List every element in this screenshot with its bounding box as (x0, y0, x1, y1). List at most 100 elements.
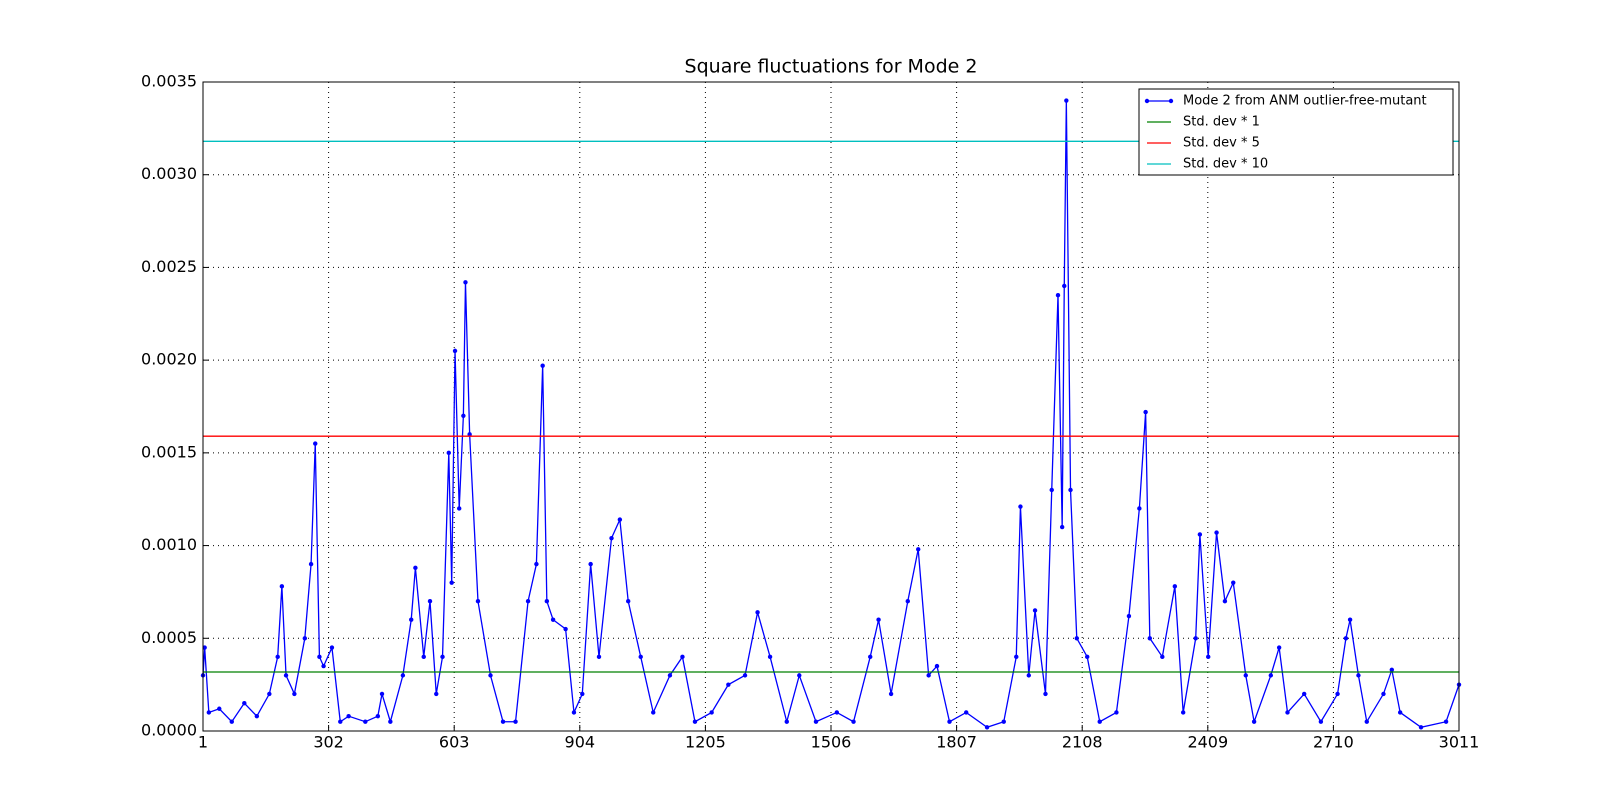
data-point (755, 610, 760, 615)
legend-box (1138, 88, 1454, 176)
data-point (784, 719, 789, 724)
data-point (313, 441, 318, 446)
y-tick-label: 0.0025 (141, 257, 197, 276)
data-point (488, 673, 493, 678)
data-point (329, 645, 335, 650)
data-point (1397, 710, 1403, 715)
data-point (379, 691, 385, 697)
data-point (926, 673, 931, 678)
data-point (1243, 673, 1248, 678)
data-point (851, 719, 856, 724)
data-point (680, 654, 685, 660)
x-tick-label: 904 (565, 733, 596, 752)
data-point (934, 663, 940, 669)
data-point (868, 654, 873, 660)
data-point (1389, 667, 1395, 673)
data-point (617, 517, 623, 522)
x-tick-label: 2409 (1187, 733, 1228, 752)
data-point (475, 599, 481, 604)
data-point (1001, 719, 1006, 724)
data-point (1318, 719, 1324, 724)
data-point (409, 617, 414, 622)
data-point (1285, 710, 1290, 715)
data-point (292, 691, 297, 697)
legend-marker (1168, 98, 1174, 104)
data-point (421, 654, 426, 660)
data-point (321, 663, 326, 669)
data-point (726, 682, 731, 687)
data-point (1364, 719, 1369, 724)
data-point (1172, 584, 1178, 589)
data-point (544, 599, 550, 604)
data-point (1343, 636, 1349, 641)
data-point (1055, 293, 1061, 298)
y-tick-label: 0.0030 (141, 164, 197, 183)
data-point (1251, 719, 1257, 724)
data-point (588, 561, 593, 567)
data-point (667, 673, 673, 678)
data-point (427, 599, 433, 604)
data-point (1381, 691, 1386, 697)
data-point (1114, 710, 1119, 715)
data-point (1026, 673, 1031, 678)
data-point (651, 710, 656, 715)
data-point (709, 710, 714, 715)
data-point (513, 719, 518, 724)
data-point (283, 673, 289, 678)
data-point (1206, 654, 1211, 660)
y-tick-label: 0.0005 (141, 628, 197, 647)
data-point (626, 599, 631, 604)
data-point (1032, 608, 1038, 613)
data-point (1018, 504, 1023, 509)
y-tick-label: 0.0015 (141, 442, 197, 461)
data-point (550, 617, 556, 622)
chart-title: Square fluctuations for Mode 2 (685, 56, 978, 78)
data-point (1147, 636, 1152, 641)
data-point (1126, 613, 1132, 619)
x-tick-label: 3011 (1439, 733, 1480, 752)
data-point (449, 580, 454, 585)
data-point (563, 626, 568, 632)
data-point (1068, 487, 1073, 493)
data-point (767, 654, 773, 660)
data-point (888, 691, 894, 697)
data-point (1160, 654, 1165, 660)
data-point (338, 719, 343, 724)
data-point (1231, 580, 1236, 585)
data-point (1085, 654, 1090, 660)
data-point (452, 348, 458, 354)
data-point (963, 710, 969, 715)
data-point (206, 710, 212, 715)
data-point (302, 636, 308, 641)
data-point (1180, 710, 1186, 715)
x-tick-label: 302 (313, 733, 344, 752)
data-point (1335, 691, 1340, 697)
data-point (1222, 599, 1228, 604)
data-point (463, 280, 468, 285)
data-point (596, 654, 602, 660)
data-point (217, 706, 222, 711)
data-point (254, 713, 260, 719)
data-point (984, 725, 990, 730)
data-point (1043, 691, 1048, 697)
data-point (797, 673, 802, 678)
data-point (947, 719, 952, 724)
legend-label: Std. dev * 10 (1183, 157, 1268, 172)
data-point (1137, 506, 1142, 511)
data-point (346, 713, 351, 719)
data-point (434, 691, 439, 697)
data-line (202, 100, 1460, 729)
data-point (413, 565, 418, 571)
data-point (242, 700, 247, 706)
data-point (400, 673, 406, 678)
data-point (1193, 636, 1198, 641)
data-point (279, 584, 285, 589)
x-tick-label: 2108 (1062, 733, 1103, 752)
data-point (1214, 530, 1219, 535)
data-point (609, 535, 614, 541)
data-point (229, 719, 234, 724)
data-point (275, 654, 280, 660)
data-point (1064, 98, 1069, 103)
legend: Mode 2 from ANM outlier-free-mutant Std. … (1138, 88, 1454, 176)
